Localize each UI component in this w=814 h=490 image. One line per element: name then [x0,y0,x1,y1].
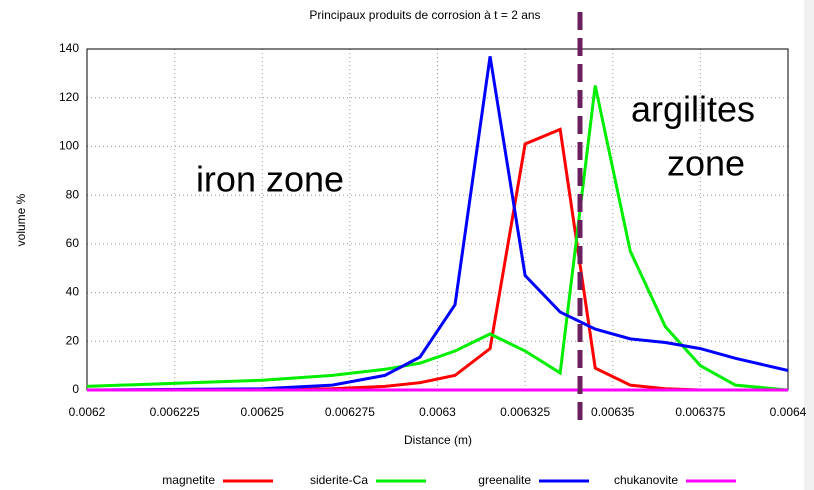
y-tick-label: 40 [66,285,80,299]
x-tick-label: 0.006375 [675,405,725,419]
x-tick-label: 0.00625 [241,405,285,419]
x-tick-label: 0.0062 [69,405,106,419]
y-tick-label: 0 [72,382,79,396]
annotation: iron zone [196,159,344,200]
x-tick-label: 0.006325 [500,405,550,419]
x-tick-label: 0.006275 [325,405,375,419]
y-axis-label: volume % [14,193,28,246]
annotation: argilites [631,89,755,130]
legend-label: siderite-Ca [310,473,368,487]
annotation: zone [667,143,745,184]
scroll-strip [804,0,814,490]
x-tick-label: 0.00635 [591,405,635,419]
x-tick-label: 0.006225 [150,405,200,419]
y-tick-label: 140 [59,41,79,55]
x-tick-label: 0.0064 [770,405,807,419]
series-line [86,85,789,392]
y-tick-label: 20 [66,333,80,347]
x-tick-label: 0.0063 [419,405,456,419]
chart-title: Principaux produits de corrosion à t = 2… [309,8,540,22]
series-line [86,56,789,392]
legend-label: greenalite [478,473,531,487]
y-tick-label: 80 [66,187,80,201]
legend-label: magnetite [162,473,215,487]
y-tick-label: 100 [59,139,79,153]
legend-label: chukanovite [614,473,678,487]
x-axis-label: Distance (m) [404,433,472,447]
y-tick-label: 120 [59,90,79,104]
y-tick-label: 60 [66,236,80,250]
